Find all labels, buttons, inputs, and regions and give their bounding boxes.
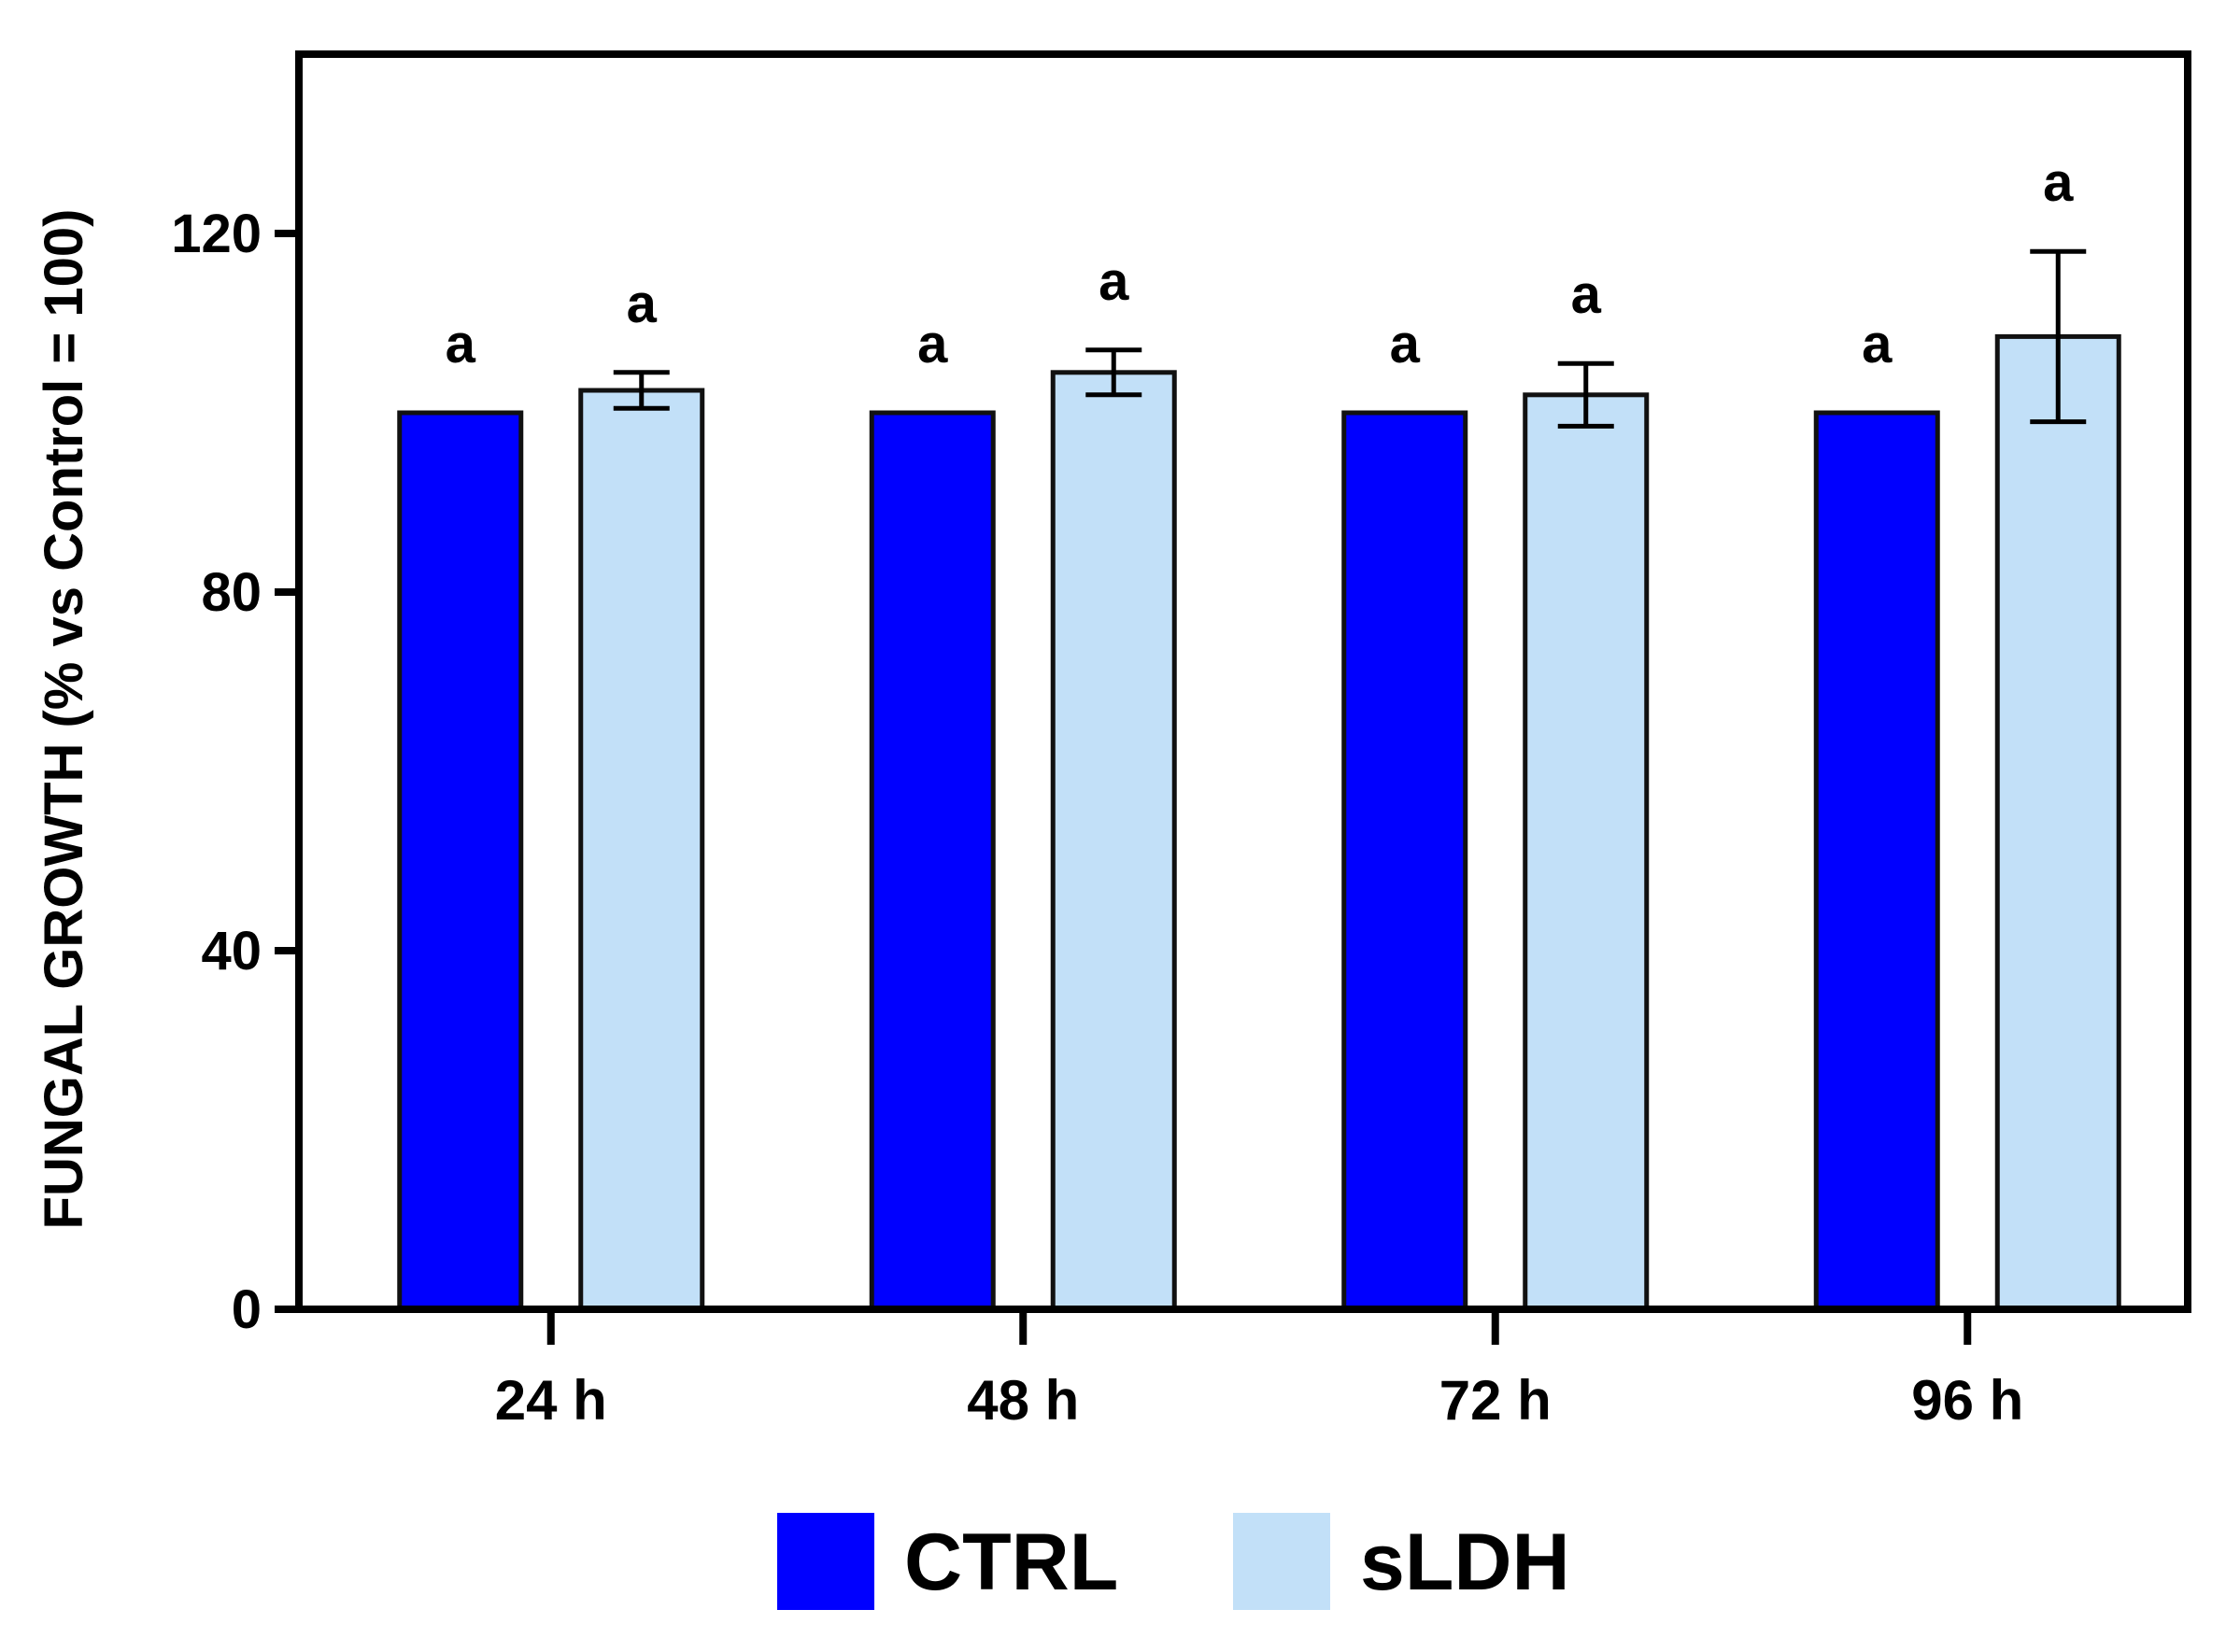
bar-ctrl-1 [869, 410, 996, 1312]
error-bars-layer [613, 248, 2087, 429]
bar-sldh-1 [1050, 370, 1177, 1312]
bar-sldh-3 [1994, 333, 2121, 1312]
bars-layer [397, 333, 2121, 1312]
significance-letter-ctrl-2: a [1390, 314, 1421, 374]
x-tick-label-2: 72 h [1439, 1369, 1552, 1432]
significance-letter-sldh-3: a [2043, 152, 2074, 213]
x-axis: 24 h 48 h 72 h 96 h [495, 1309, 2023, 1432]
legend-swatch-ctrl [777, 1513, 874, 1610]
significance-letter-ctrl-0: a [446, 314, 476, 374]
bar-ctrl-3 [1813, 410, 1940, 1312]
significance-letter-ctrl-1: a [917, 314, 948, 374]
y-axis: 0 40 80 120 [171, 204, 299, 1340]
legend-label-ctrl: CTRL [904, 1518, 1118, 1607]
y-tick-label-3: 120 [171, 204, 262, 264]
legend-swatch-sldh [1233, 1513, 1330, 1610]
legend-label-sldh: sLDH [1360, 1518, 1570, 1607]
significance-letter-sldh-0: a [627, 274, 658, 334]
bar-sldh-0 [578, 388, 705, 1312]
bar-ctrl-0 [397, 410, 524, 1312]
annotations-layer: a a a a a a a a [446, 152, 2075, 374]
bar-sldh-2 [1523, 392, 1650, 1312]
legend: CTRL sLDH [777, 1513, 1570, 1610]
y-tick-label-0: 0 [232, 1279, 262, 1340]
significance-letter-ctrl-3: a [1862, 314, 1893, 374]
significance-letter-sldh-2: a [1571, 264, 1602, 325]
y-tick-label-1: 40 [201, 921, 262, 981]
plot-frame [295, 50, 2191, 1313]
y-axis-label: FUNGAL GROWTH (% vs Control = 100) [34, 209, 94, 1230]
x-tick-label-1: 48 h [967, 1369, 1079, 1432]
x-tick-label-0: 24 h [495, 1369, 607, 1432]
bar-ctrl-2 [1341, 410, 1468, 1312]
significance-letter-sldh-1: a [1099, 251, 1129, 312]
y-tick-label-2: 80 [201, 562, 262, 623]
x-tick-label-3: 96 h [1911, 1369, 2023, 1432]
